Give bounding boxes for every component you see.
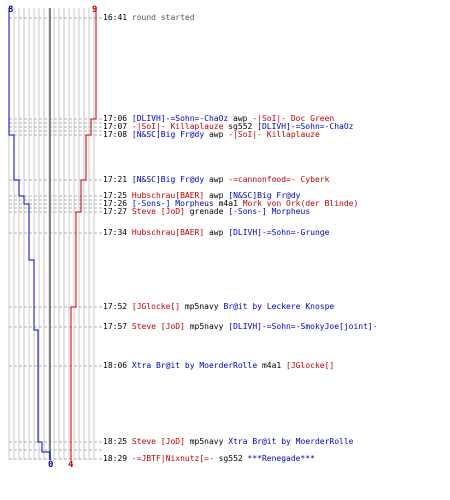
score-top-right: 9 (92, 5, 97, 15)
player-name: Mork von Ork(der Blinde) (242, 199, 359, 208)
player-name: ***Renegade*** (247, 454, 315, 463)
event-time: 17:06 (103, 114, 132, 123)
player-name: [-Sons-] Morpheus (131, 199, 214, 208)
player-name: -=JBTF|Nixnutz[=- (131, 454, 214, 463)
weapon-label: mp5navy (184, 322, 229, 331)
event-row: 17:25 Hubschrau[BAER] awp [N&SC]Big Fr@d… (103, 191, 301, 201)
event-row: 17:08 [N&SC]Big Fr@dy awp -|SoI|- Killap… (103, 130, 320, 140)
event-dashed-lines (9, 17, 103, 460)
weapon-label: mp5navy (184, 437, 229, 446)
player-name: Xtra Br@it by MoerderRolle (228, 437, 354, 446)
weapon-label: awp (204, 228, 229, 237)
event-row: 17:07 -|SoI|- Killaplauze sg552 [DLIVH]-… (103, 122, 353, 132)
player-name: -=cannonfood=- Cyberk (228, 175, 330, 184)
event-time: 18:25 (103, 437, 132, 446)
event-row: 18:29 -=JBTF|Nixnutz[=- sg552 ***Renegad… (103, 454, 315, 464)
weapon-label: awp (228, 114, 253, 123)
event-row: 18:06 Xtra Br@it by MoerderRolle m4a1 [J… (103, 361, 334, 371)
player-name: [N&SC]Big Fr@dy (131, 130, 205, 139)
player-name: Steve [JoD] (131, 207, 185, 216)
weapon-label: awp (204, 175, 229, 184)
weapon-label: sg552 (213, 454, 248, 463)
event-row: 17:27 Steve [JoD] grenade [-Sons-] Morph… (103, 207, 310, 217)
event-row: 17:57 Steve [JoD] mp5navy [DLIVH]-=Sohn=… (103, 322, 378, 332)
event-time: 17:57 (103, 322, 132, 331)
weapon-label: grenade (184, 207, 229, 216)
player-name: [N&SC]Big Fr@dy (228, 191, 301, 200)
event-row: 17:21 [N&SC]Big Fr@dy awp -=cannonfood=-… (103, 175, 329, 185)
event-time: 17:34 (103, 228, 132, 237)
player-name: -|SoI|- Killaplauze (131, 122, 224, 131)
player-name: [JGlocke[] (131, 302, 181, 311)
weapon-label: awp (204, 191, 229, 200)
score-top-left: 8 (8, 5, 13, 15)
event-time: 17:25 (103, 191, 132, 200)
event-time: 17:27 (103, 207, 132, 216)
weapon-label: m4a1 (257, 361, 287, 370)
red-team-score-line (70, 8, 97, 460)
score-bottom-right: 4 (68, 460, 74, 470)
event-row: 17:06 [DLIVH]-=Sohn=-ChaOz awp -|SoI|- D… (103, 114, 334, 124)
player-name: [-Sons-] Morpheus (228, 207, 311, 216)
event-time: 16:41 (103, 13, 132, 22)
player-name: Steve [JoD] (131, 437, 185, 446)
event-row: 17:26 [-Sons-] Morpheus m4a1 Mork von Or… (103, 199, 358, 209)
player-name: [DLIVH]-=Sohn=-SmokyJoe[joint]- (228, 322, 378, 331)
event-time: 18:06 (103, 361, 132, 370)
player-name: Br@it by Leckere Knospe (223, 302, 335, 311)
event-time: 17:26 (103, 199, 132, 208)
weapon-label: m4a1 (213, 199, 243, 208)
weapon-label: awp (204, 130, 229, 139)
event-time: 18:29 (103, 454, 132, 463)
event-time: 17:21 (103, 175, 132, 184)
player-name: [JGlocke[] (286, 361, 335, 370)
event-row: 16:41 round started (103, 13, 195, 23)
event-row: 17:52 [JGlocke[] mp5navy Br@it by Lecker… (103, 302, 334, 312)
player-name: Xtra Br@it by MoerderRolle (131, 361, 258, 370)
player-name: [DLIVH]-=Sohn=-Grunge (228, 228, 330, 237)
event-time: 17:52 (103, 302, 132, 311)
player-name: [DLIVH]-=Sohn=-ChaOz (131, 114, 229, 123)
event-time: 17:07 (103, 122, 132, 131)
player-name: Hubschrau[BAER] (131, 228, 205, 237)
player-name: [N&SC]Big Fr@dy (131, 175, 205, 184)
event-row: 17:34 Hubschrau[BAER] awp [DLIVH]-=Sohn=… (103, 228, 329, 238)
blue-team-score-line (8, 8, 51, 460)
player-name: Steve [JoD] (131, 322, 185, 331)
vertical-grid-lines (8, 8, 95, 460)
player-name: Hubschrau[BAER] (131, 191, 205, 200)
weapon-label: mp5navy (180, 302, 224, 311)
player-name: -|SoI|- Doc Green (252, 114, 335, 123)
score-bottom-left: 0 (48, 460, 53, 470)
weapon-label: sg552 (223, 122, 258, 131)
player-name: [DLIVH]-=Sohn=-ChaOz (257, 122, 354, 131)
event-time: 17:08 (103, 130, 132, 139)
event-row: 18:25 Steve [JoD] mp5navy Xtra Br@it by … (103, 437, 353, 447)
event-notice: round started (131, 13, 195, 22)
player-name: -|SoI|- Killaplauze (228, 130, 320, 139)
